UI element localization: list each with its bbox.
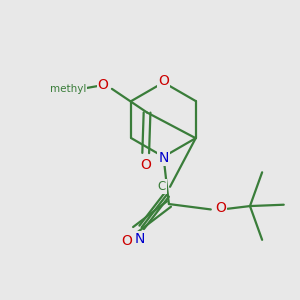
Text: C: C: [158, 180, 166, 193]
Text: methyl: methyl: [50, 84, 86, 94]
Text: O: O: [158, 74, 169, 88]
Text: N: N: [135, 232, 146, 246]
Text: O: O: [98, 78, 109, 92]
Text: N: N: [158, 151, 169, 165]
Text: O: O: [215, 201, 226, 215]
Text: O: O: [122, 234, 133, 248]
Text: O: O: [140, 158, 151, 172]
